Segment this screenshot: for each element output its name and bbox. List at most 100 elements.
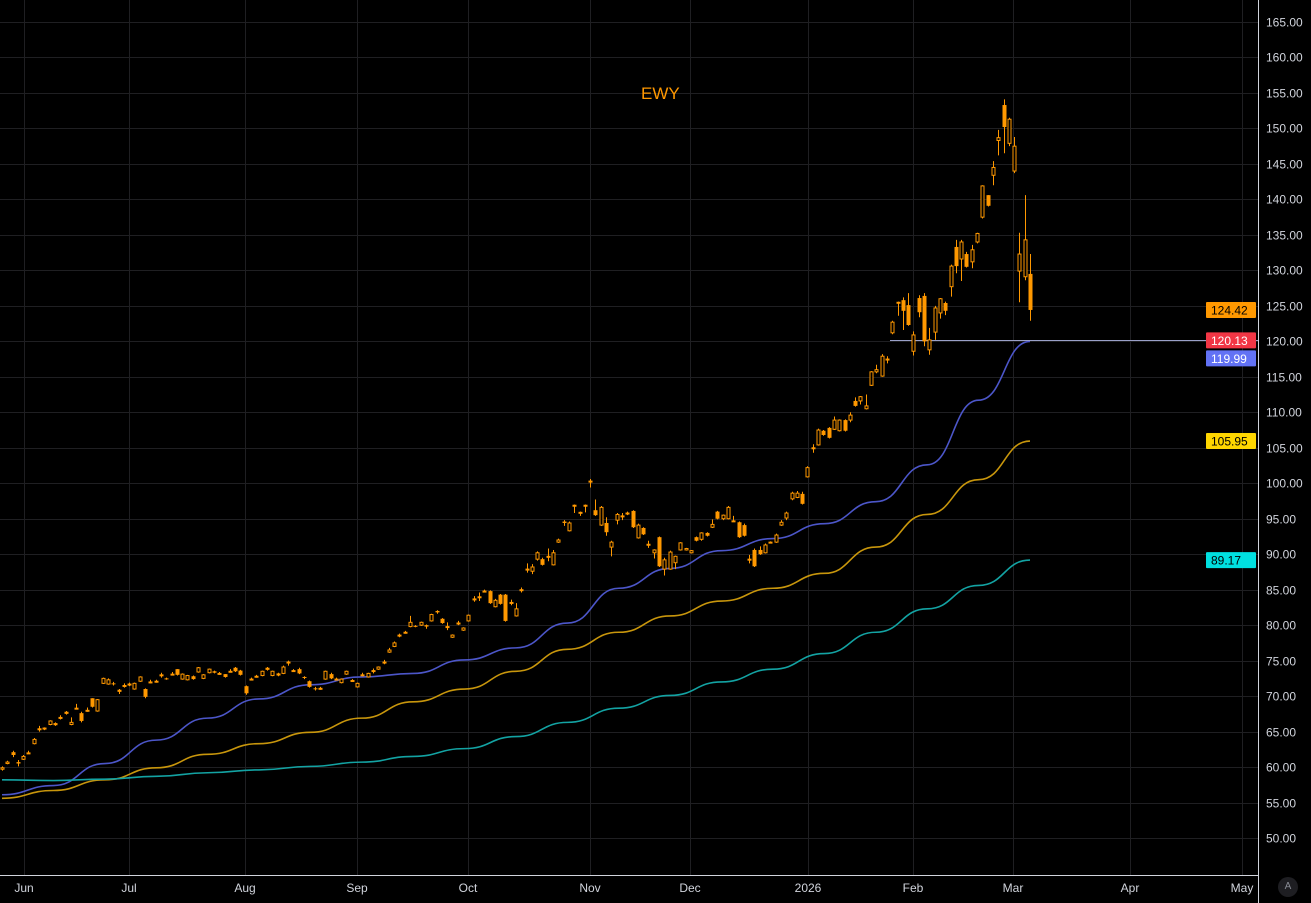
candle-body-down	[922, 295, 927, 342]
candle-body-down	[413, 625, 418, 627]
candle	[752, 548, 757, 567]
candle-body-down	[111, 683, 116, 685]
candle	[795, 491, 800, 499]
time-tick-label: Dec	[679, 881, 700, 895]
time-tick-label: Sep	[346, 881, 368, 895]
candle-body-down	[212, 671, 217, 673]
candle	[154, 679, 159, 683]
time-tick-label: Apr	[1121, 881, 1140, 895]
candle	[387, 647, 392, 653]
candle	[853, 397, 858, 407]
price-tick-label: 150.00	[1266, 122, 1303, 136]
ma-badge-ma_mid: 105.95	[1206, 433, 1256, 450]
symbol-label: EWY	[641, 84, 680, 103]
candle	[196, 667, 201, 673]
moving-average-line-ma_fast	[1, 340, 1031, 796]
candle-body-up	[429, 614, 434, 622]
candle-body-up	[21, 755, 26, 760]
candle-body-up	[721, 514, 726, 520]
candle-body-up	[938, 298, 943, 314]
time-tick-label: Aug	[234, 881, 255, 895]
candle-body-up	[816, 429, 821, 446]
candle-body-up	[911, 334, 916, 352]
candle-body-up	[260, 670, 265, 677]
candle	[546, 548, 551, 562]
candle-body-up	[668, 551, 673, 570]
candle	[805, 466, 810, 478]
candle	[143, 688, 148, 699]
candle	[572, 504, 577, 514]
price-tick-label: 145.00	[1266, 158, 1303, 172]
candle	[668, 550, 673, 570]
candle	[249, 677, 254, 681]
candle-body-up	[975, 232, 980, 243]
price-tick-label: 135.00	[1266, 229, 1303, 243]
candle	[212, 670, 217, 674]
candle	[48, 720, 53, 726]
candle	[493, 598, 498, 608]
candle-body-up	[1012, 145, 1017, 172]
candle-body-up	[927, 339, 932, 351]
candle-body-up	[477, 596, 482, 599]
candle-body-up	[768, 541, 773, 544]
candle	[413, 625, 418, 628]
candle	[323, 670, 328, 680]
candle	[901, 297, 906, 330]
last-price-badge: 124.42	[1206, 301, 1256, 318]
candle-body-up	[811, 447, 816, 450]
candle	[466, 614, 471, 622]
candle-body-down	[737, 522, 742, 538]
candle-body-down	[498, 594, 503, 604]
candle-body-down	[986, 195, 991, 206]
candle	[774, 533, 779, 543]
candle-body-up	[58, 716, 63, 719]
candle	[106, 678, 111, 685]
candle-body-up	[578, 511, 583, 514]
candle-body-up	[869, 371, 874, 386]
candle	[509, 599, 514, 606]
candle	[636, 523, 641, 539]
candle-body-up	[270, 670, 275, 677]
candle	[244, 685, 249, 695]
candle-body-up	[180, 673, 185, 680]
candle	[689, 549, 694, 554]
candle-body-up	[355, 682, 360, 688]
candle	[779, 520, 784, 526]
candle-body-up	[461, 627, 466, 631]
candle-body-down	[233, 667, 238, 672]
candle	[530, 564, 535, 575]
candle	[800, 491, 805, 505]
candle-body-up	[949, 265, 954, 288]
last-price-badge-text: 124.42	[1211, 303, 1248, 317]
candle	[217, 671, 222, 675]
candle	[254, 674, 259, 678]
time-axis[interactable]: Jun Jul Aug Sep Oct Nov Dec 2026 Feb Mar Apr May	[14, 881, 1253, 895]
candle	[917, 295, 922, 318]
candle-body-up	[493, 599, 498, 608]
price-axis[interactable]: 165.00 160.00 155.00 150.00 145.00 140.00 135.…	[1266, 16, 1303, 846]
time-tick-label: Oct	[459, 881, 478, 895]
candle	[827, 427, 832, 439]
candle-body-up	[662, 559, 667, 570]
candle	[837, 419, 842, 432]
candle-body-down	[843, 420, 848, 431]
candle-body-down	[906, 305, 911, 325]
candle-body-down	[943, 303, 948, 311]
candle	[201, 674, 206, 680]
candle	[5, 760, 10, 765]
ma-badge-ma_slow-text: 89.17	[1211, 554, 1241, 568]
candle-body-up	[726, 506, 731, 520]
candle-body-down	[540, 559, 545, 565]
candle	[53, 722, 58, 726]
candle-body-down	[901, 300, 906, 311]
candle	[79, 711, 84, 723]
candle	[731, 515, 736, 523]
candle	[185, 674, 190, 681]
candle	[742, 523, 747, 537]
auto-scale-button[interactable]: A	[1278, 877, 1298, 897]
moving-average-line-ma_mid	[1, 440, 1031, 800]
candle	[307, 680, 312, 688]
candle-body-up	[0, 767, 5, 770]
candle	[938, 298, 943, 319]
